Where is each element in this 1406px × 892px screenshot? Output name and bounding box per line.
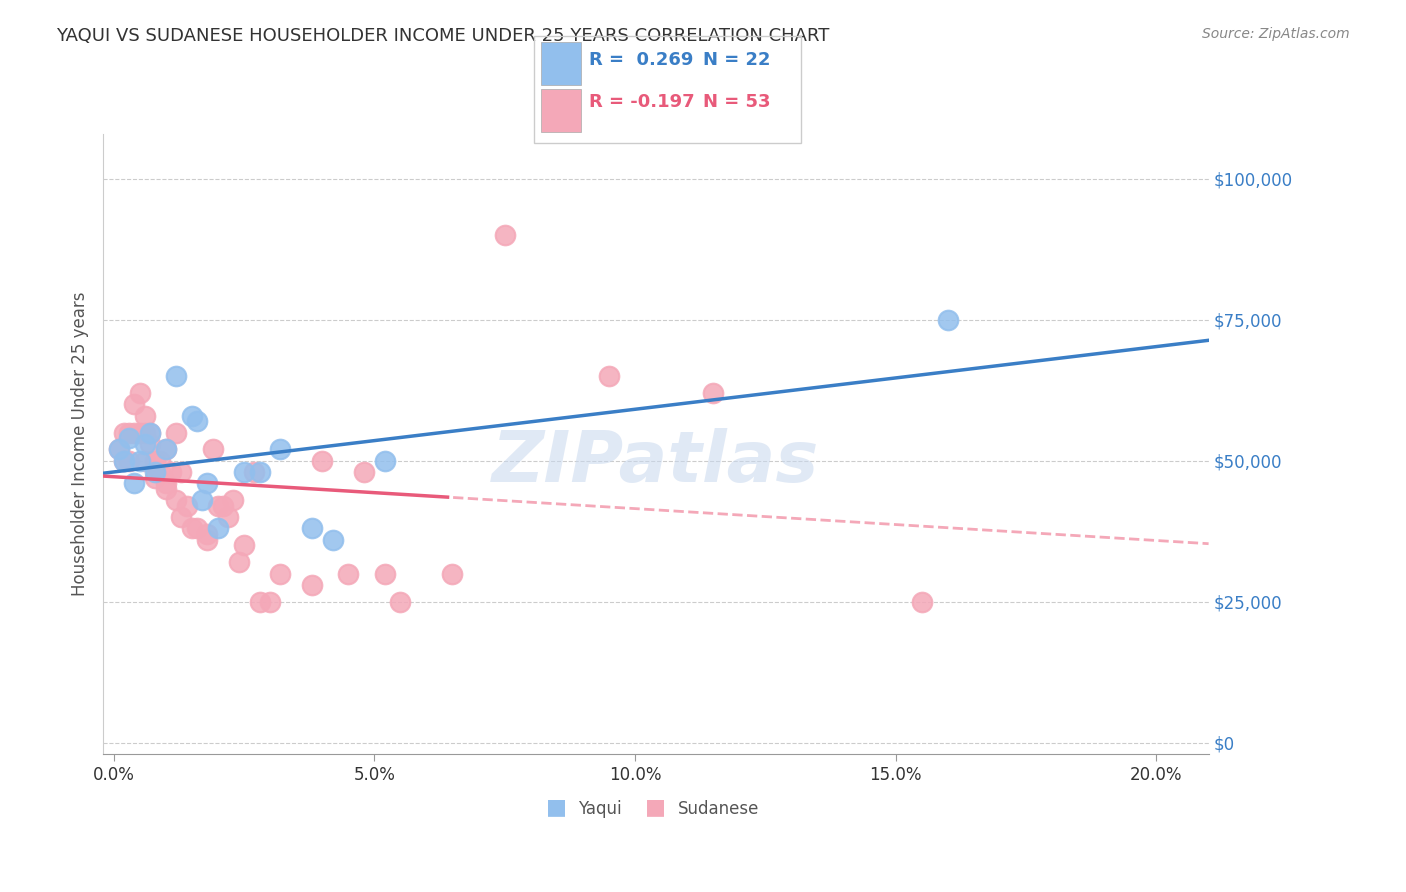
Point [191,493,214,508]
Bar [541,42,581,85]
Point [598,369,620,384]
Point [222,493,245,508]
Point [155,482,177,496]
Point [217,510,239,524]
Point [269,442,291,457]
Point [702,386,724,401]
Point [124,476,146,491]
Point [128,454,150,468]
Point [249,595,271,609]
Point [124,397,146,411]
Point [118,431,141,445]
Text: R =  0.269: R = 0.269 [589,51,693,69]
Point [143,454,166,468]
Point [243,465,266,479]
Point [149,465,172,479]
Bar [541,89,581,132]
Text: ■: ■ [546,797,567,817]
Point [389,595,412,609]
Point [269,566,291,581]
Point [134,437,156,451]
Point [232,465,254,479]
Point [170,510,193,524]
Point [139,425,162,440]
Point [134,425,156,440]
Point [134,454,156,468]
Point [201,442,224,457]
Point [139,437,162,451]
Point [197,476,219,491]
Text: ZIPatlas: ZIPatlas [492,428,820,497]
Point [301,578,323,592]
Point [197,533,219,547]
Point [180,521,202,535]
Point [118,425,141,440]
Point [441,566,464,581]
Text: Sudanese: Sudanese [678,800,759,819]
Point [155,442,177,457]
Point [197,527,219,541]
Text: N = 53: N = 53 [703,93,770,111]
Point [139,425,162,440]
Y-axis label: Householder Income Under 25 years: Householder Income Under 25 years [72,292,89,596]
Point [107,442,129,457]
Point [301,521,323,535]
Text: R = -0.197: R = -0.197 [589,93,695,111]
Point [311,454,333,468]
Point [936,312,959,326]
Point [186,521,208,535]
Point [249,465,271,479]
Point [228,555,250,569]
Point [180,409,202,423]
Point [124,425,146,440]
Point [165,493,187,508]
Point [494,228,516,243]
Point [149,454,172,468]
Point [107,442,129,457]
Point [207,521,229,535]
Point [374,454,396,468]
Point [143,470,166,484]
Point [911,595,934,609]
Point [112,454,135,468]
Point [128,425,150,440]
Point [112,425,135,440]
Point [207,499,229,513]
Text: YAQUI VS SUDANESE HOUSEHOLDER INCOME UNDER 25 YEARS CORRELATION CHART: YAQUI VS SUDANESE HOUSEHOLDER INCOME UND… [56,27,830,45]
Point [155,476,177,491]
Point [165,425,187,440]
Point [212,499,235,513]
Point [170,465,193,479]
Point [165,369,187,384]
Point [112,454,135,468]
Point [374,566,396,581]
Text: N = 22: N = 22 [703,51,770,69]
Point [160,465,183,479]
Point [134,409,156,423]
Point [118,454,141,468]
Point [337,566,360,581]
Point [143,465,166,479]
Point [322,533,344,547]
Point [155,442,177,457]
Point [353,465,375,479]
Text: ■: ■ [645,797,666,817]
Text: Source: ZipAtlas.com: Source: ZipAtlas.com [1202,27,1350,41]
Point [128,386,150,401]
Point [232,538,254,552]
Point [176,499,198,513]
Point [259,595,281,609]
Point [186,414,208,428]
Text: Yaqui: Yaqui [578,800,621,819]
